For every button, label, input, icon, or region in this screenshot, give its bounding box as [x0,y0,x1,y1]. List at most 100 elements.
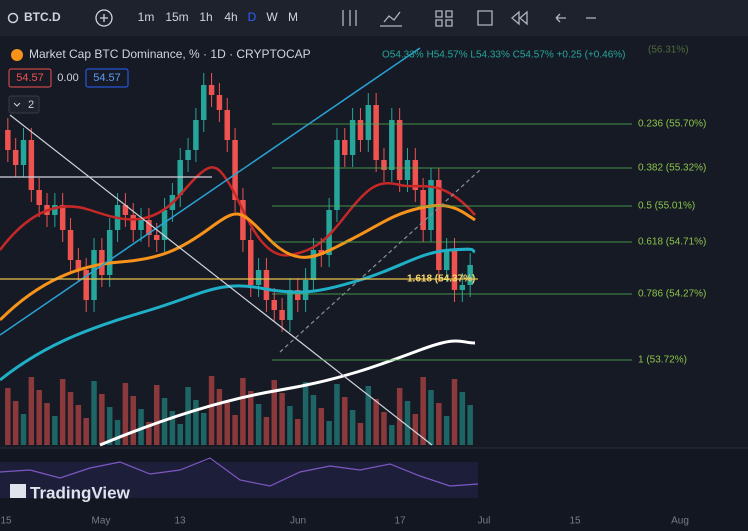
volume-bar [177,424,183,445]
candle-body [193,120,199,150]
candle-body [451,250,458,290]
legend-ohlc: O54.33% H54.57% L54.33% C54.57% +0.25 (+… [382,50,626,61]
watermark: TradingView [30,483,131,502]
search-icon[interactable] [7,12,19,24]
volume-bar [138,409,144,445]
volume-bar [357,423,364,445]
volume-bar [232,415,238,445]
indicators-count[interactable]: 2 [28,99,34,111]
volume-bar [451,379,458,445]
candle-body [216,95,223,110]
volume-bar [67,392,74,445]
volume-bar [381,412,387,445]
interval-button[interactable]: M [288,10,298,24]
volume-bar [20,414,27,445]
volume-bar [185,387,191,445]
candle-body [396,120,403,180]
candle-body [185,150,191,160]
candle-body [224,110,230,140]
fib-label: 1 (53.72%) [638,355,687,366]
symbol[interactable]: BTC.D [24,10,61,24]
candle-body [99,250,105,275]
volume-bar [271,380,278,445]
interval-button[interactable]: D [248,10,257,24]
ma-red [0,166,476,257]
volume-bar [5,388,11,445]
volume-bar [428,390,434,445]
candle-body [436,180,442,270]
volume-bar [436,403,442,445]
ma-orange [0,204,476,322]
candle-body [130,215,136,230]
legend-title: Market Cap BTC Dominance, % · 1D · CRYPT… [29,47,311,61]
volume-bar [75,405,82,445]
interval-button[interactable]: 15m [165,10,188,24]
x-axis [0,510,748,531]
candle-body [302,280,309,300]
fib-levels: 0.236 (55.70%) 0.382 (55.32%) 0.5 (55.01%)… [272,119,706,366]
interval-button[interactable]: 4h [224,10,237,24]
volume-bar [208,376,215,445]
badge [85,68,129,88]
volume-bar [146,422,152,445]
volume-bar [459,392,466,445]
candle-body [349,120,356,155]
candle-body [357,120,364,140]
candle-body [365,105,372,140]
volume-bar [404,401,411,445]
indicators-toggle[interactable] [8,95,40,114]
candle-body [200,85,207,120]
toolbar [0,0,748,36]
candle-body [5,130,11,150]
candle-body [263,270,270,300]
volume-bar [28,377,35,445]
fib-label: 0.618 (54.71%) [638,237,706,248]
tv-logo [10,484,26,498]
volume-bar [224,402,230,445]
change-badge: 0.00 [57,72,78,84]
candle-body [373,105,379,160]
candle-body [420,190,426,230]
volume-bar [153,385,160,445]
volume-bar [318,408,325,445]
volume-bar [240,378,246,445]
candle-body [443,250,450,270]
candle-body [404,160,411,180]
fib-label: 0.5 (55.01%) [638,201,695,212]
candle-body [91,250,97,300]
candle-body [240,200,246,240]
volume-bar [310,395,317,445]
candle-body [287,290,293,320]
fib-label: 0.236 (55.70%) [638,119,706,130]
candle-body [75,260,82,270]
candle-body [122,205,129,215]
volume-bar [302,382,309,445]
interval-button[interactable]: 1h [199,10,212,24]
candle-body [138,220,144,230]
candle-body [20,140,27,165]
interval-button[interactable]: 1m [138,10,155,24]
volume-bar [420,377,426,445]
candle-body [28,140,35,190]
volume-bar [106,407,113,445]
interval-button[interactable]: W [266,10,278,24]
add-symbol[interactable] [95,9,113,27]
x-axis-labels: 15 May 13 Jun 17 Jul 15 Aug [0,516,688,527]
volume-bar [122,383,129,445]
volume-bar [99,394,105,445]
volume-bar [342,397,348,445]
volume-bar [412,414,419,445]
candle-body [342,140,348,155]
candle-body [208,85,215,95]
volume-bar [36,390,42,445]
volume-bar [59,379,66,445]
toolbar-icons[interactable] [342,10,596,27]
fib-extension-label: 1.618 (54.37%) [407,274,475,285]
volume-bar [326,421,332,445]
trend-line [0,47,421,336]
x-axis-label: 15 [0,516,12,527]
price-badge: 54.57 [16,72,44,84]
candle-body [67,230,74,260]
candle-body [295,290,301,300]
